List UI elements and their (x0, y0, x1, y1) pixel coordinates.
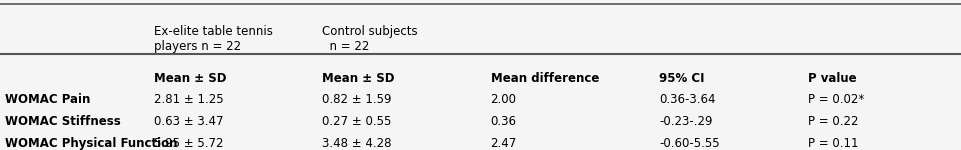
Text: P = 0.22: P = 0.22 (807, 115, 857, 128)
Text: Mean difference: Mean difference (490, 72, 599, 86)
Text: 3.48 ± 4.28: 3.48 ± 4.28 (322, 136, 391, 150)
Text: Control subjects
  n = 22: Control subjects n = 22 (322, 25, 417, 53)
Text: 0.36: 0.36 (490, 115, 516, 128)
Text: WOMAC Stiffness: WOMAC Stiffness (5, 115, 120, 128)
Text: 0.63 ± 3.47: 0.63 ± 3.47 (154, 115, 223, 128)
Text: Ex-elite table tennis
players n = 22: Ex-elite table tennis players n = 22 (154, 25, 273, 53)
Text: 2.00: 2.00 (490, 93, 516, 106)
Text: 95% CI: 95% CI (658, 72, 703, 86)
Text: 2.47: 2.47 (490, 136, 516, 150)
Text: Mean ± SD: Mean ± SD (154, 72, 226, 86)
Text: P = 0.02*: P = 0.02* (807, 93, 863, 106)
Text: 5.95 ± 5.72: 5.95 ± 5.72 (154, 136, 223, 150)
Text: -0.23-.29: -0.23-.29 (658, 115, 712, 128)
Text: 0.27 ± 0.55: 0.27 ± 0.55 (322, 115, 391, 128)
Text: Mean ± SD: Mean ± SD (322, 72, 394, 86)
Text: P value: P value (807, 72, 856, 86)
Text: 0.82 ± 1.59: 0.82 ± 1.59 (322, 93, 391, 106)
Text: P = 0.11: P = 0.11 (807, 136, 857, 150)
Text: -0.60-5.55: -0.60-5.55 (658, 136, 719, 150)
Text: 2.81 ± 1.25: 2.81 ± 1.25 (154, 93, 223, 106)
Text: 0.36-3.64: 0.36-3.64 (658, 93, 715, 106)
Text: WOMAC Pain: WOMAC Pain (5, 93, 90, 106)
Text: WOMAC Physical Function: WOMAC Physical Function (5, 136, 177, 150)
